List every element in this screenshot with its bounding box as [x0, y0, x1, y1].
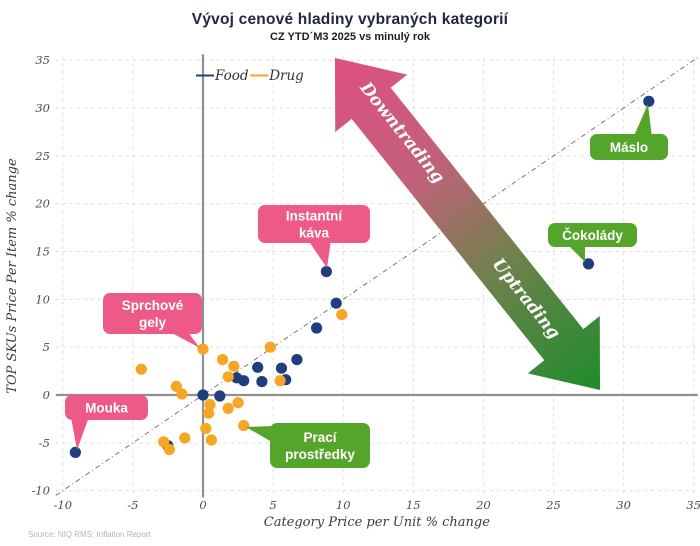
x-tick-label: 0	[199, 498, 206, 512]
callout-text: Instantní	[286, 209, 343, 224]
y-axis-label: TOP SKUs Price Per Item % change	[5, 158, 20, 394]
y-tick-label: 20	[34, 197, 50, 211]
callout-box	[590, 134, 668, 160]
data-point-drug	[179, 432, 191, 444]
callout-maslo: Máslo	[590, 104, 668, 160]
callout-box	[65, 395, 148, 420]
data-point-drug	[203, 407, 215, 419]
callout-tail	[308, 240, 331, 268]
callout-tail	[71, 417, 89, 450]
data-point-drug	[205, 434, 217, 446]
x-tick-label: 30	[616, 498, 631, 512]
data-point-drug	[204, 399, 216, 411]
data-point-food	[214, 390, 226, 402]
callout-mouka: Mouka	[65, 395, 148, 450]
y-tick-label: 30	[35, 101, 50, 115]
data-point-food	[330, 297, 342, 309]
data-point-food	[275, 362, 288, 374]
x-tick-label: -10	[54, 498, 73, 512]
data-point-drug	[176, 388, 188, 400]
data-point-drug	[264, 341, 276, 353]
data-point-drug	[336, 309, 348, 321]
y-tick-label: 0	[43, 388, 50, 402]
x-tick-label: 5	[269, 498, 276, 512]
data-point-drug	[222, 371, 234, 383]
callout-text: gely	[139, 315, 167, 330]
callout-box	[258, 205, 370, 243]
chart-subtitle: CZ YTD´M3 2025 vs minulý rok	[270, 31, 430, 43]
source-note: Source: NIQ RMS; Inflation Report	[28, 530, 151, 539]
callout-text: prostředky	[285, 447, 355, 462]
data-point-food	[252, 361, 264, 373]
trading-arrow	[335, 58, 600, 390]
callout-text: Čokolády	[562, 228, 623, 243]
x-tick-label: -5	[127, 498, 138, 512]
callout-box	[270, 423, 370, 468]
legend-label-drug: Drug	[268, 68, 304, 84]
x-tick-label: 20	[475, 498, 491, 512]
data-point-drug	[222, 402, 234, 414]
data-point-drug	[163, 443, 175, 456]
data-point-food	[643, 95, 655, 107]
data-point-food	[311, 322, 323, 334]
y-tick-label: 35	[35, 53, 50, 67]
callout-text: Máslo	[610, 140, 648, 155]
data-point-drug	[197, 343, 209, 355]
data-point-drug	[217, 354, 229, 366]
callout-text: Sprchové	[122, 298, 184, 313]
callout-text: káva	[299, 226, 330, 241]
data-point-food	[197, 389, 209, 401]
data-point-drug	[200, 422, 212, 435]
data-point-drug	[135, 363, 147, 375]
data-point-food	[291, 354, 303, 366]
y-tick-label: 10	[35, 292, 50, 306]
callout-praci-prostredky: Prací prostředky	[246, 423, 370, 468]
data-point-food	[256, 376, 268, 388]
data-point-food	[69, 446, 81, 458]
data-point-food	[238, 375, 250, 387]
x-tick-label: 10	[336, 498, 351, 512]
callout-box	[548, 223, 637, 247]
callout-tail	[633, 104, 652, 138]
data-point-drug	[274, 375, 286, 387]
y-tick-label: 25	[34, 149, 50, 163]
callout-text: Mouka	[85, 400, 128, 415]
y-tick-label: 5	[43, 340, 50, 354]
callout-box	[103, 293, 202, 334]
callout-tail	[246, 426, 272, 442]
data-point-food	[582, 258, 595, 270]
callout-sprchove-gely: Sprchové gely	[103, 293, 202, 348]
callout-tail	[168, 331, 200, 348]
data-point-drug	[158, 436, 170, 448]
y-tick-label: -5	[39, 436, 50, 450]
legend-label-food: Food	[214, 68, 249, 84]
callout-tail	[567, 244, 585, 262]
data-point-drug	[232, 397, 244, 409]
x-tick-label: 25	[545, 498, 561, 512]
data-point-drug	[238, 420, 250, 432]
callout-cokolady: Čokolády	[548, 223, 637, 262]
data-point-drug	[228, 360, 240, 372]
callout-instantni-kava: Instantní káva	[258, 205, 370, 268]
identity-line	[55, 56, 699, 496]
data-point-food	[320, 266, 332, 278]
y-tick-label: 15	[35, 245, 50, 259]
callout-text: Prací	[303, 430, 337, 445]
y-tick-label: -10	[31, 484, 50, 498]
x-tick-label: 35	[686, 498, 700, 512]
chart-title: Vývoj cenové hladiny vybraných kategorií	[191, 11, 509, 28]
x-tick-label: 15	[406, 498, 421, 512]
x-axis-label: Category Price per Unit % change	[264, 515, 490, 530]
